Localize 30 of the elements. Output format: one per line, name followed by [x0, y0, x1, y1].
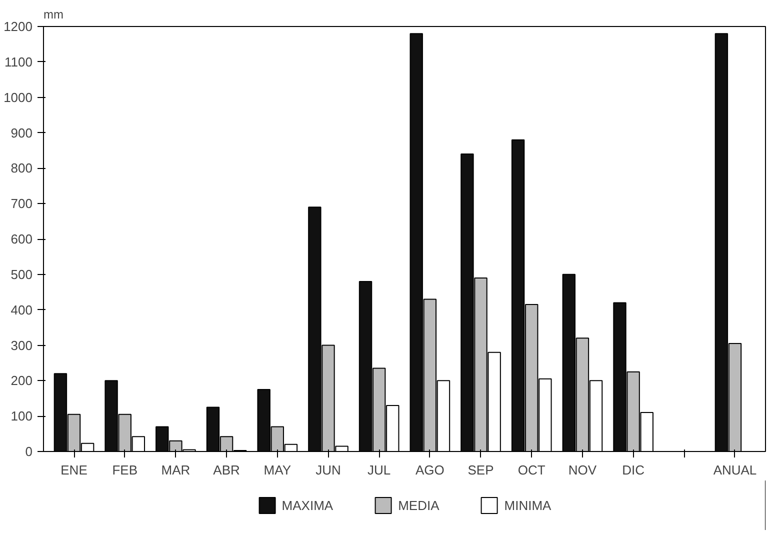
- y-tick-label: 0: [25, 444, 33, 459]
- x-tick-label: MAY: [264, 462, 292, 478]
- y-tick-label: 500: [10, 266, 33, 282]
- x-tick-label: DIC: [622, 462, 644, 478]
- x-tick-label: JUN: [316, 462, 341, 478]
- legend-label: MINIMA: [504, 498, 552, 512]
- y-tick-label: 700: [10, 196, 33, 212]
- x-tick-label: ABR: [213, 462, 240, 478]
- x-tick-label: NOV: [568, 462, 597, 478]
- x-tick-label: ANUAL: [713, 462, 757, 478]
- x-tick-label: SEP: [468, 462, 494, 478]
- y-tick-label: 1200: [4, 19, 32, 34]
- y-tick-label: 200: [10, 373, 33, 388]
- x-tick-label: ENE: [60, 462, 88, 478]
- y-tick-label: 1000: [4, 90, 32, 105]
- x-tick-label: OCT: [518, 462, 546, 478]
- y-tick-label: 800: [10, 160, 33, 176]
- y-tick-label: 600: [10, 232, 33, 246]
- legend-label: MEDIA: [398, 498, 440, 512]
- x-tick-label: FEB: [112, 462, 138, 478]
- x-tick-label: MAR: [161, 462, 190, 478]
- y-tick-label: 100: [10, 408, 33, 424]
- y-tick-label: 400: [10, 302, 33, 318]
- legend-label: MAXIMA: [282, 498, 334, 512]
- y-axis-title: mm: [44, 8, 64, 22]
- x-tick-label: JUL: [368, 462, 391, 478]
- y-tick-label: 900: [10, 125, 33, 140]
- x-tick-label: AGO: [415, 462, 444, 478]
- y-tick-label: 300: [10, 338, 33, 353]
- y-tick-label: 1100: [4, 54, 33, 70]
